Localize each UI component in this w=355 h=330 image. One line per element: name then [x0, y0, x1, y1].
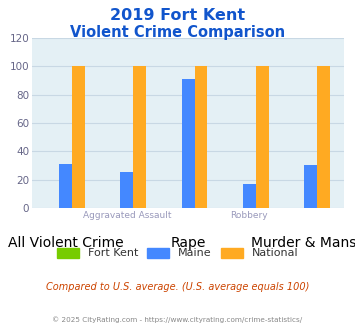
Bar: [72, 66, 85, 208]
Text: Compared to U.S. average. (U.S. average equals 100): Compared to U.S. average. (U.S. average …: [46, 282, 309, 292]
Bar: [195, 66, 207, 208]
Bar: [120, 173, 133, 208]
Bar: [182, 79, 195, 208]
Bar: [304, 165, 317, 208]
Bar: [317, 66, 330, 208]
Bar: [256, 66, 269, 208]
Bar: [133, 66, 146, 208]
Text: © 2025 CityRating.com - https://www.cityrating.com/crime-statistics/: © 2025 CityRating.com - https://www.city…: [53, 317, 302, 323]
Text: Violent Crime Comparison: Violent Crime Comparison: [70, 25, 285, 40]
Text: 2019 Fort Kent: 2019 Fort Kent: [110, 8, 245, 23]
Bar: [243, 184, 256, 208]
Legend: Fort Kent, Maine, National: Fort Kent, Maine, National: [52, 243, 303, 263]
Bar: [59, 164, 72, 208]
